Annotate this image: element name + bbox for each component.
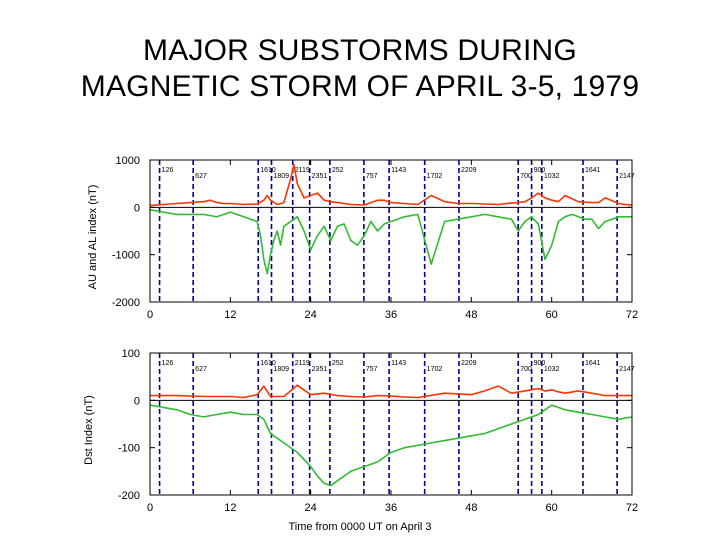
y-tick-label: 1000 [116,155,140,167]
substorm-time-label: 2209 [461,167,477,174]
upper-index-line [150,384,632,399]
substorm-time-label: 1610 [260,360,276,367]
x-tick-label: 24 [305,502,317,514]
x-tick-label: 0 [147,309,153,321]
substorm-time-label: 1641 [585,167,601,174]
x-tick-label: 24 [305,309,317,321]
substorm-time-label: 627 [195,173,207,180]
lower-index-line [149,404,633,487]
substorm-time-label: 2119 [295,360,310,367]
y-tick-label: -100 [118,443,140,455]
x-tick-label: 48 [465,309,477,321]
x-tick-label: 0 [147,502,153,514]
plot-frame [149,352,633,496]
substorm-time-label: 1032 [544,173,560,180]
substorm-time-label: 2351 [312,366,328,373]
substorm-time-label: 2147 [619,173,635,180]
substorm-time-label: 1702 [427,173,443,180]
substorm-time-label: 252 [332,360,344,367]
y-tick-label: -200 [118,490,140,502]
y-axis-label: Dst Index (nT) [83,395,95,465]
substorm-time-label: 126 [162,360,174,367]
x-tick-label: 48 [465,502,477,514]
lower-index-line [149,208,632,275]
substorm-time-label: 2351 [312,173,328,180]
chart-title-line-1: MAJOR SUBSTORMS DURING [143,34,577,67]
x-axis-label: Time from 0000 UT on April 3 [288,521,431,533]
substorm-time-label: 1143 [391,167,406,174]
substorm-time-label: 2119 [295,167,310,174]
x-tick-label: 72 [626,309,638,321]
y-tick-label: 0 [134,395,140,407]
substorm-time-label: 757 [366,366,378,373]
substorm-time-label: 700 [520,173,532,180]
x-tick-label: 36 [385,309,397,321]
y-axis-label: AU and AL index (nT) [87,185,99,290]
y-tick-label: -2000 [112,297,140,309]
x-tick-label: 72 [626,502,638,514]
plot-frame [149,159,633,303]
chart-title-line-2: MAGNETIC STORM OF APRIL 3-5, 1979 [80,70,640,103]
substorm-time-label: 1032 [544,366,560,373]
substorm-time-label: 1809 [274,173,290,180]
x-tick-label: 12 [224,502,236,514]
upper-index-line [149,163,633,207]
substorm-time-label: 126 [162,167,174,174]
y-tick-label: -1000 [112,250,140,262]
y-tick-label: 0 [134,202,140,214]
substorm-time-label: 1641 [585,360,601,367]
substorm-time-label: 700 [520,366,532,373]
x-tick-label: 60 [546,502,558,514]
substorm-time-label: 1143 [391,360,406,367]
substorm-time-label: 900 [534,167,546,174]
substorm-time-label: 757 [366,173,378,180]
substorm-time-label: 627 [195,366,207,373]
substorm-time-label: 1610 [260,167,276,174]
y-tick-label: 100 [122,348,140,360]
substorm-time-label: 252 [332,167,344,174]
substorm-time-label: 2147 [619,366,635,373]
substorm-time-label: 1702 [427,366,443,373]
x-tick-label: 36 [385,502,397,514]
substorm-time-label: 900 [534,360,546,367]
x-tick-label: 60 [546,309,558,321]
substorm-time-label: 2209 [461,360,477,367]
x-tick-label: 12 [224,309,236,321]
substorm-time-label: 1809 [274,366,290,373]
